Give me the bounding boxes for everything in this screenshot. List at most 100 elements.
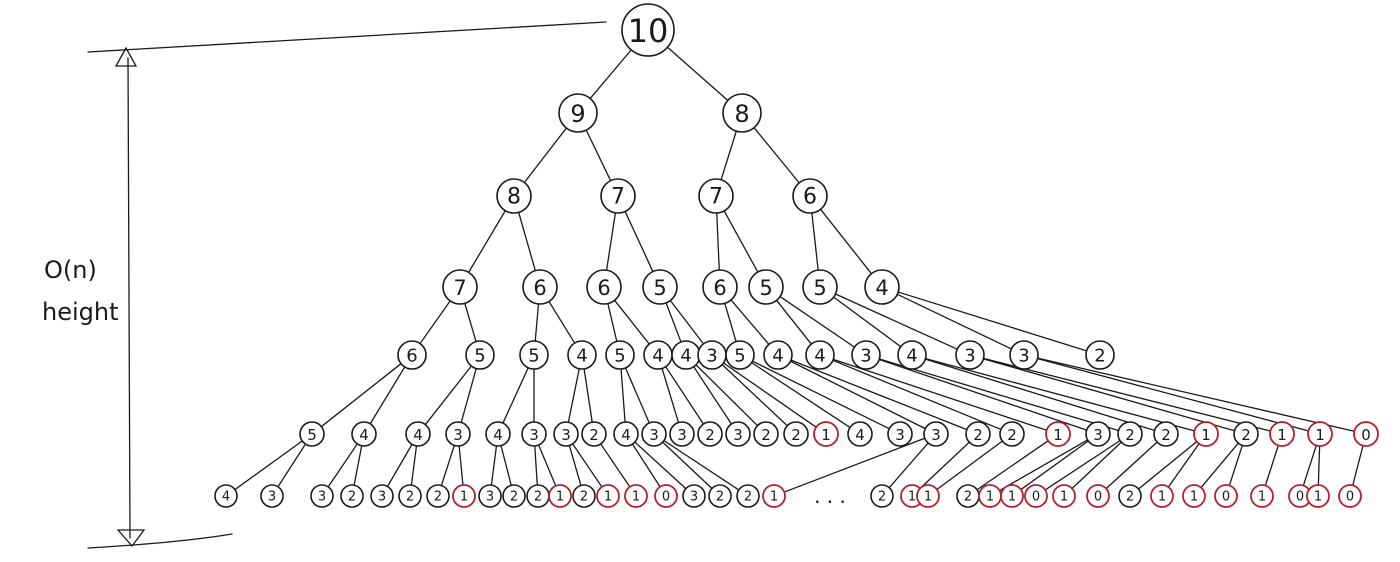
node-circle (851, 340, 881, 370)
node-value: 2 (973, 426, 983, 444)
node-value: 4 (652, 346, 663, 367)
height-annotation: O(n) height (42, 21, 607, 549)
tree-edge (896, 293, 1013, 350)
tree-node: 5 (519, 340, 549, 370)
tree-node: 5 (748, 269, 784, 305)
base-case-node: 1 (916, 484, 940, 508)
node-value: 4 (855, 426, 865, 444)
bottom-guide-line (87, 533, 233, 549)
node-circle (753, 421, 779, 447)
tree-edge (669, 299, 705, 345)
tree-node: 2 (1153, 421, 1179, 447)
tree-edge (386, 443, 413, 488)
node-circle (641, 421, 667, 447)
node-value: 0 (1361, 426, 1371, 444)
node-value: 0 (1346, 490, 1354, 505)
tree-edge (320, 363, 402, 428)
node-value: 3 (733, 426, 743, 444)
tree-node: 2 (502, 484, 526, 508)
tree-node: 3 (1009, 340, 1039, 370)
tree-node: 7 (600, 178, 636, 214)
tree-edge (634, 441, 687, 490)
node-value: 4 (413, 426, 423, 444)
tree-node: 3 (669, 421, 695, 447)
node-circle (1250, 484, 1274, 508)
node-value: 3 (378, 490, 386, 505)
node-circle (351, 421, 377, 447)
node-circle (605, 340, 635, 370)
tree-node: 4 (671, 340, 701, 370)
node-value: 4 (359, 426, 369, 444)
tree-edge (779, 295, 856, 348)
tree-edge (982, 358, 1236, 432)
node-circle (1353, 421, 1379, 447)
base-case-node: 0 (1338, 484, 1362, 508)
node-value: 5 (734, 346, 745, 367)
tree-edge (1071, 441, 1122, 490)
tree-node: 6 (397, 340, 427, 370)
tree-node: 2 (956, 484, 980, 508)
tree-node: 4 (805, 340, 835, 370)
base-case-node: 1 (1193, 421, 1219, 447)
tree-edge (665, 302, 682, 343)
node-circle (496, 178, 532, 214)
node-circle (1214, 484, 1238, 508)
base-case-node: 1 (1306, 484, 1330, 508)
node-value: 2 (406, 490, 414, 505)
node-value: 3 (931, 426, 941, 444)
node-value: 1 (821, 426, 831, 444)
tree-edge (613, 299, 650, 345)
node-circle (813, 421, 839, 447)
tree-edge (1044, 439, 1121, 491)
node-circle (1269, 421, 1295, 447)
node-value: 2 (761, 426, 771, 444)
base-case-node: 0 (1214, 484, 1238, 508)
node-value: 2 (510, 490, 518, 505)
node-value: 7 (611, 185, 625, 210)
node-circle (642, 269, 678, 305)
top-guide-line (87, 21, 607, 53)
tree-node: 2 (736, 484, 760, 508)
tree-node: 2 (1118, 484, 1142, 508)
base-case-node: 1 (1000, 484, 1024, 508)
tree-node: 6 (586, 269, 622, 305)
node-value: 2 (1007, 426, 1017, 444)
base-case-node: 1 (1250, 484, 1274, 508)
node-value: 2 (1094, 346, 1105, 367)
tree-edge (695, 364, 759, 427)
tree-edge (716, 212, 720, 271)
node-value: 1 (1008, 490, 1016, 505)
height-arrow-shaft (127, 57, 131, 539)
tree-edge (567, 368, 580, 423)
node-circle (669, 421, 695, 447)
node-value: 1 (1314, 490, 1322, 505)
base-case-node: 1 (624, 484, 648, 508)
tree-edge (811, 212, 819, 271)
tree-edge (534, 445, 538, 486)
base-case-node: 0 (1353, 421, 1379, 447)
base-case-node: 1 (1307, 421, 1333, 447)
node-value: 3 (964, 346, 975, 367)
tree-edge (605, 212, 617, 271)
tree-edge (1036, 357, 1310, 432)
node-value: 3 (268, 490, 276, 505)
tree-node: 5 (465, 340, 495, 370)
node-value: 1 (770, 490, 778, 505)
tree-edge (790, 359, 968, 431)
node-circle (445, 421, 471, 447)
tree-node: 4 (864, 269, 900, 305)
node-circle (478, 484, 502, 508)
node-circle (299, 421, 325, 447)
node-value: 5 (307, 426, 317, 444)
tree-edge (585, 129, 612, 182)
tree-edge (832, 358, 1048, 431)
node-circle (916, 484, 940, 508)
tree-edge (410, 445, 418, 486)
node-circle (783, 421, 809, 447)
node-value: 5 (474, 346, 485, 367)
tree-node: 2 (708, 484, 732, 508)
node-value: 2 (716, 490, 724, 505)
node-circle (521, 421, 547, 447)
